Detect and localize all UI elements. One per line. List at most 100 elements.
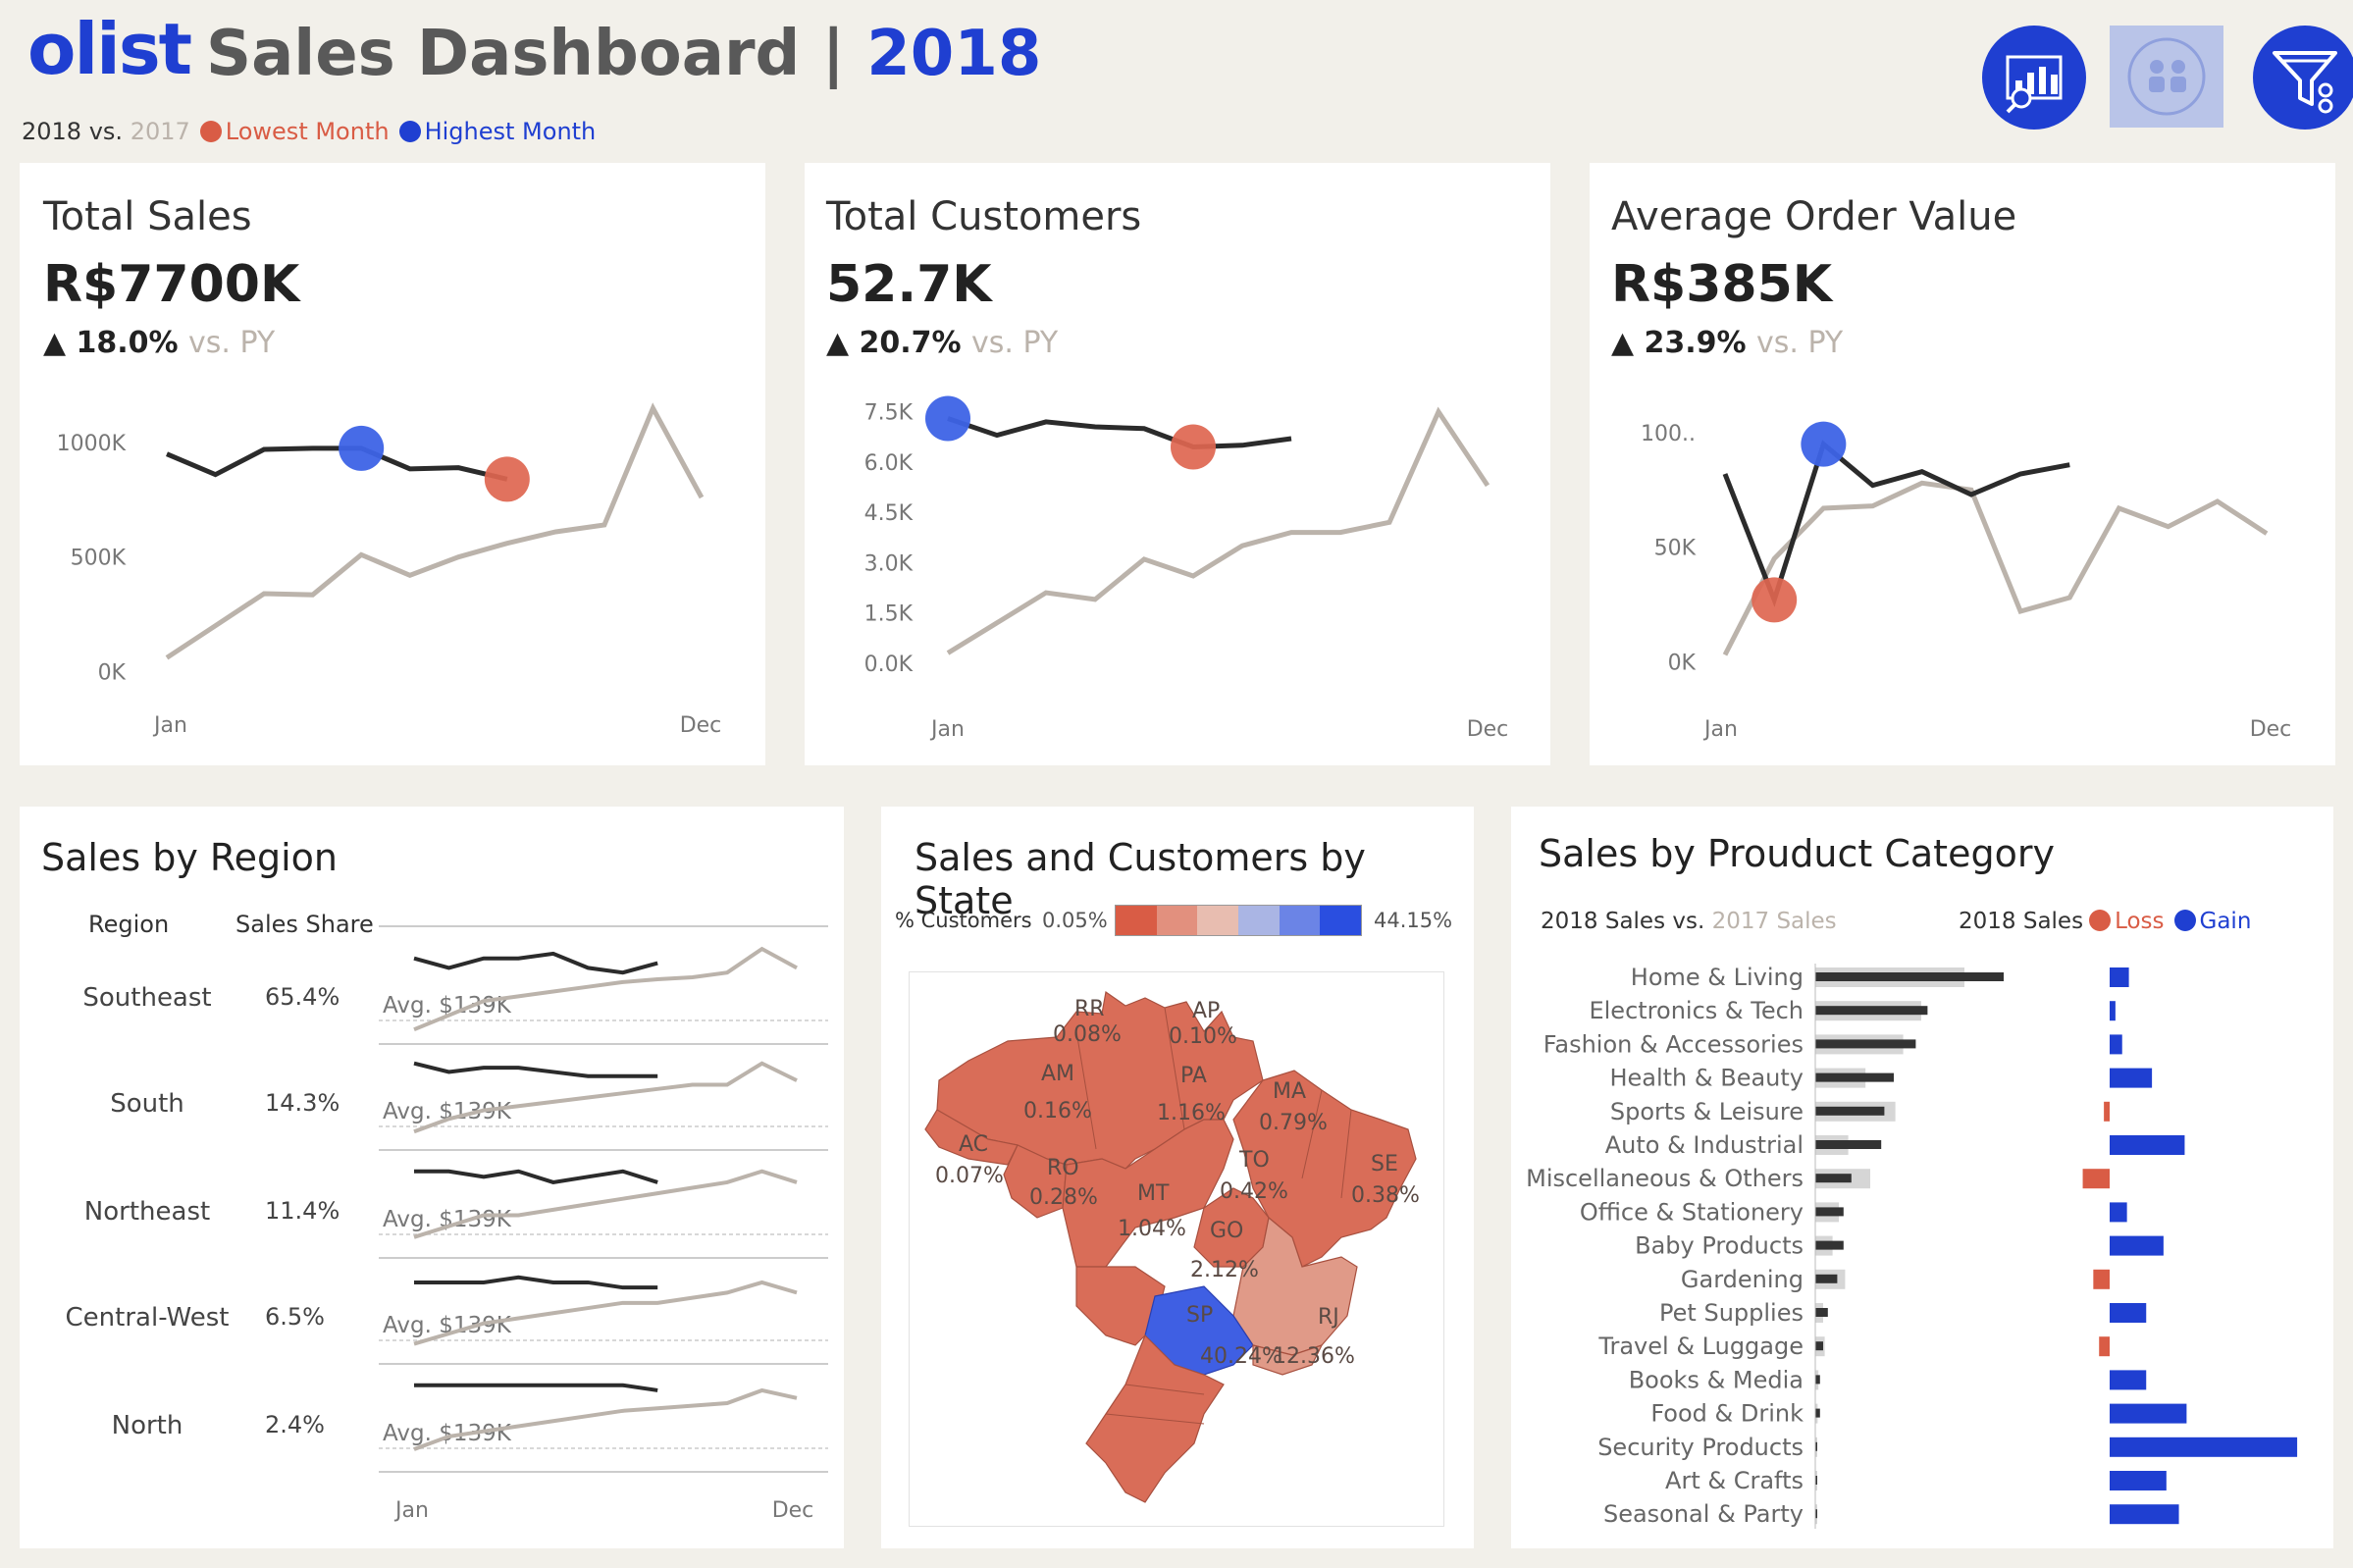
customers-icon[interactable] [2110, 26, 2223, 128]
y-tick-label: 1000K [57, 432, 127, 456]
category-label: Health & Beauty [1609, 1065, 1804, 1092]
category-label: Travel & Luggage [1597, 1333, 1804, 1360]
loss-bar [2099, 1336, 2110, 1357]
brazil-map[interactable]: RR 0.08% AP 0.10% AM 0.16% PA 1.16% MA 0… [910, 972, 1443, 1526]
map-frame: RR 0.08% AP 0.10% AM 0.16% PA 1.16% MA 0… [909, 971, 1444, 1527]
section-title: Sales by Region [41, 836, 338, 879]
region-sales-share: 2.4% [265, 1411, 325, 1438]
gain-bar [2110, 1001, 2116, 1021]
series-2017-line [1722, 480, 2269, 656]
header-legend: 2018 vs. 2017 Lowest Month Highest Month [22, 118, 597, 145]
kpi-card-total-sales: Total Sales R$7700K ▲ 18.0% vs. PY 1000K… [20, 163, 765, 765]
bar-2018 [1815, 1441, 1817, 1451]
bar-2018 [1815, 1509, 1817, 1519]
total-sales-chart: 1000K 500K 0K Jan Dec [57, 402, 721, 738]
bar-2018 [1815, 1006, 1928, 1016]
state-value-ac: 0.07% [935, 1164, 1004, 1188]
region-2017-line [413, 1280, 798, 1346]
region-2018-line [413, 1061, 658, 1078]
sales-by-region-card: Sales by Region Region Sales Share South… [20, 807, 844, 1548]
highest-dot-icon [398, 121, 421, 142]
state-value-pa: 1.16% [1157, 1101, 1226, 1125]
bar-2018 [1815, 1072, 1894, 1082]
region-2017-line [413, 1061, 798, 1134]
region-2018-line [413, 951, 658, 975]
kpi-card-average-order-value: Average Order Value R$385K ▲ 23.9% vs. P… [1590, 163, 2335, 765]
y-tick-label: 1.5K [864, 602, 914, 627]
category-label: Security Products [1597, 1434, 1804, 1461]
filter-icon[interactable] [2253, 26, 2353, 130]
total-customers-chart: 7.5K 6.0K 4.5K 3.0K 1.5K 0.0K Jan Dec [864, 395, 1508, 742]
state-value-mt: 1.04% [1118, 1217, 1186, 1241]
page-title: Sales Dashboard | 2018 [206, 18, 1042, 90]
gain-bar [2110, 1034, 2122, 1055]
highest-month-point [339, 425, 385, 471]
olist-logo: olist [27, 8, 192, 90]
kpi-title: Average Order Value [1611, 194, 2017, 239]
region-2017-line [413, 1387, 798, 1451]
lowest-month-point [1171, 424, 1216, 470]
gain-bar [2110, 1403, 2187, 1424]
category-label: Miscellaneous & Others [1526, 1165, 1804, 1192]
state-value-ro: 0.28% [1029, 1185, 1098, 1210]
loss-bar [2093, 1269, 2110, 1289]
x-tick-label: Jan [1702, 717, 1738, 742]
state-label-ap: AP [1192, 999, 1220, 1023]
category-label: Seasonal & Party [1603, 1500, 1804, 1528]
analytics-icon[interactable] [1982, 26, 2086, 130]
state-label-rr: RR [1074, 997, 1105, 1021]
gain-bar [2110, 1135, 2185, 1155]
bar-2018 [1815, 1207, 1844, 1217]
series-2018-line [166, 445, 508, 482]
y-tick-label: 50K [1654, 537, 1697, 561]
bar-2018 [1815, 1174, 1852, 1183]
category-label: Food & Drink [1650, 1400, 1804, 1428]
gain-bar [2110, 1202, 2127, 1223]
bar-2018 [1815, 1308, 1828, 1317]
gain-bar [2110, 1303, 2147, 1323]
kpi-delta: ▲ 23.9% vs. PY [1611, 326, 1844, 360]
state-label-mt: MT [1137, 1181, 1170, 1206]
gain-dot-icon [2173, 910, 2196, 931]
state-value-go: 2.12% [1190, 1258, 1259, 1282]
category-label: Gardening [1681, 1266, 1804, 1293]
bar-2018 [1815, 1274, 1838, 1283]
state-value-se: 0.38% [1351, 1183, 1420, 1208]
series-2017-line [165, 402, 705, 660]
state-value-am: 0.16% [1023, 1099, 1092, 1124]
loss-bar [2082, 1169, 2110, 1189]
state-value-ap: 0.10% [1169, 1024, 1237, 1049]
bar-2018 [1815, 1106, 1885, 1116]
state-label-ro: RO [1047, 1156, 1079, 1180]
loss-bar [2104, 1101, 2110, 1122]
gain-bar [2110, 1437, 2298, 1457]
map-legend-min: 0.05% [1042, 909, 1108, 932]
state-label-ma: MA [1273, 1079, 1306, 1104]
region-name: South [110, 1089, 184, 1119]
state-ro [1003, 1144, 1068, 1219]
state-label-to: TO [1238, 1148, 1270, 1173]
state-label-pa: PA [1180, 1064, 1207, 1088]
x-tick-label: Dec [2250, 717, 2292, 742]
state-label-sp: SP [1186, 1303, 1213, 1328]
loss-dot-icon [2089, 910, 2112, 931]
y-tick-label: 500K [71, 547, 127, 571]
kpi-title: Total Sales [43, 194, 252, 239]
series-2018-line [947, 416, 1292, 450]
bar-2018 [1815, 1140, 1882, 1149]
gain-bar [2110, 1471, 2167, 1490]
gain-bar [2110, 967, 2129, 987]
category-label: Home & Living [1631, 964, 1804, 991]
region-name: Northeast [83, 1197, 211, 1227]
region-sales-share: 14.3% [265, 1089, 340, 1117]
region-name: North [111, 1411, 183, 1440]
category-label: Baby Products [1635, 1232, 1804, 1260]
section-title: Sales by Prouduct Category [1539, 832, 2055, 875]
highest-month-point [925, 395, 970, 442]
state-value-to: 0.42% [1220, 1179, 1288, 1204]
category-label: Pet Supplies [1659, 1299, 1804, 1327]
state-value-rr: 0.08% [1053, 1022, 1122, 1047]
kpi-value: R$7700K [43, 255, 300, 314]
state-label-ac: AC [959, 1132, 988, 1157]
region-2017-line [413, 1169, 798, 1239]
